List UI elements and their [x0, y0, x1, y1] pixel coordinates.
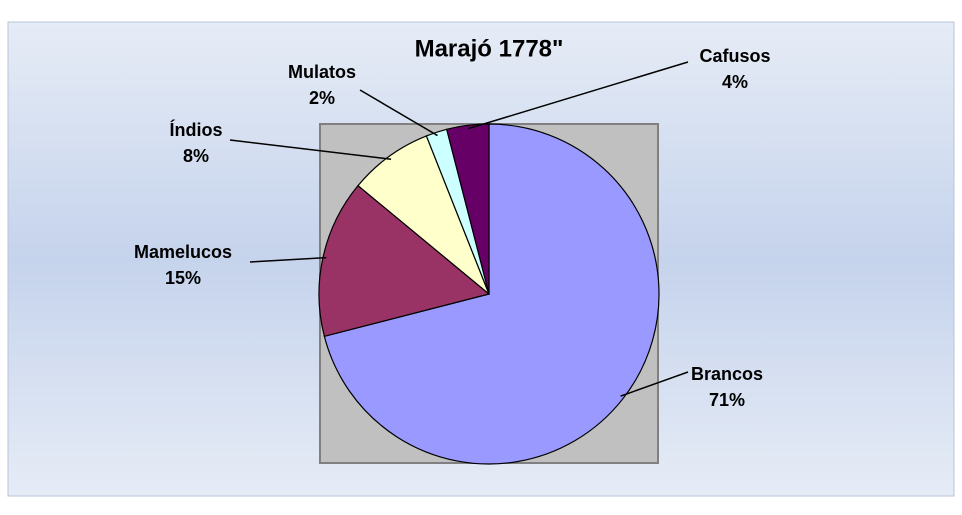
- slice-value-label: 4%: [722, 72, 748, 92]
- leader-line: [249, 256, 327, 263]
- pie-slice: [323, 123, 660, 465]
- slice-label: Mamelucos: [134, 242, 232, 262]
- slice-value-label: 15%: [165, 268, 201, 288]
- slice-value-label: 8%: [183, 146, 209, 166]
- slice-value-label: 71%: [709, 390, 745, 410]
- slice-label: Brancos: [691, 364, 763, 384]
- leader-line: [359, 89, 438, 137]
- leader-line: [620, 371, 689, 397]
- pie-slice: [445, 123, 490, 295]
- leader-line: [229, 139, 392, 160]
- leader-line: [467, 61, 689, 130]
- slice-label: Mulatos: [288, 62, 356, 82]
- slice-label: Índios: [170, 119, 223, 140]
- slice-value-label: 2%: [309, 88, 335, 108]
- chart-title: Marajó 1778": [415, 35, 564, 62]
- pie-slice: [318, 184, 491, 338]
- slice-label: Cafusos: [699, 46, 770, 66]
